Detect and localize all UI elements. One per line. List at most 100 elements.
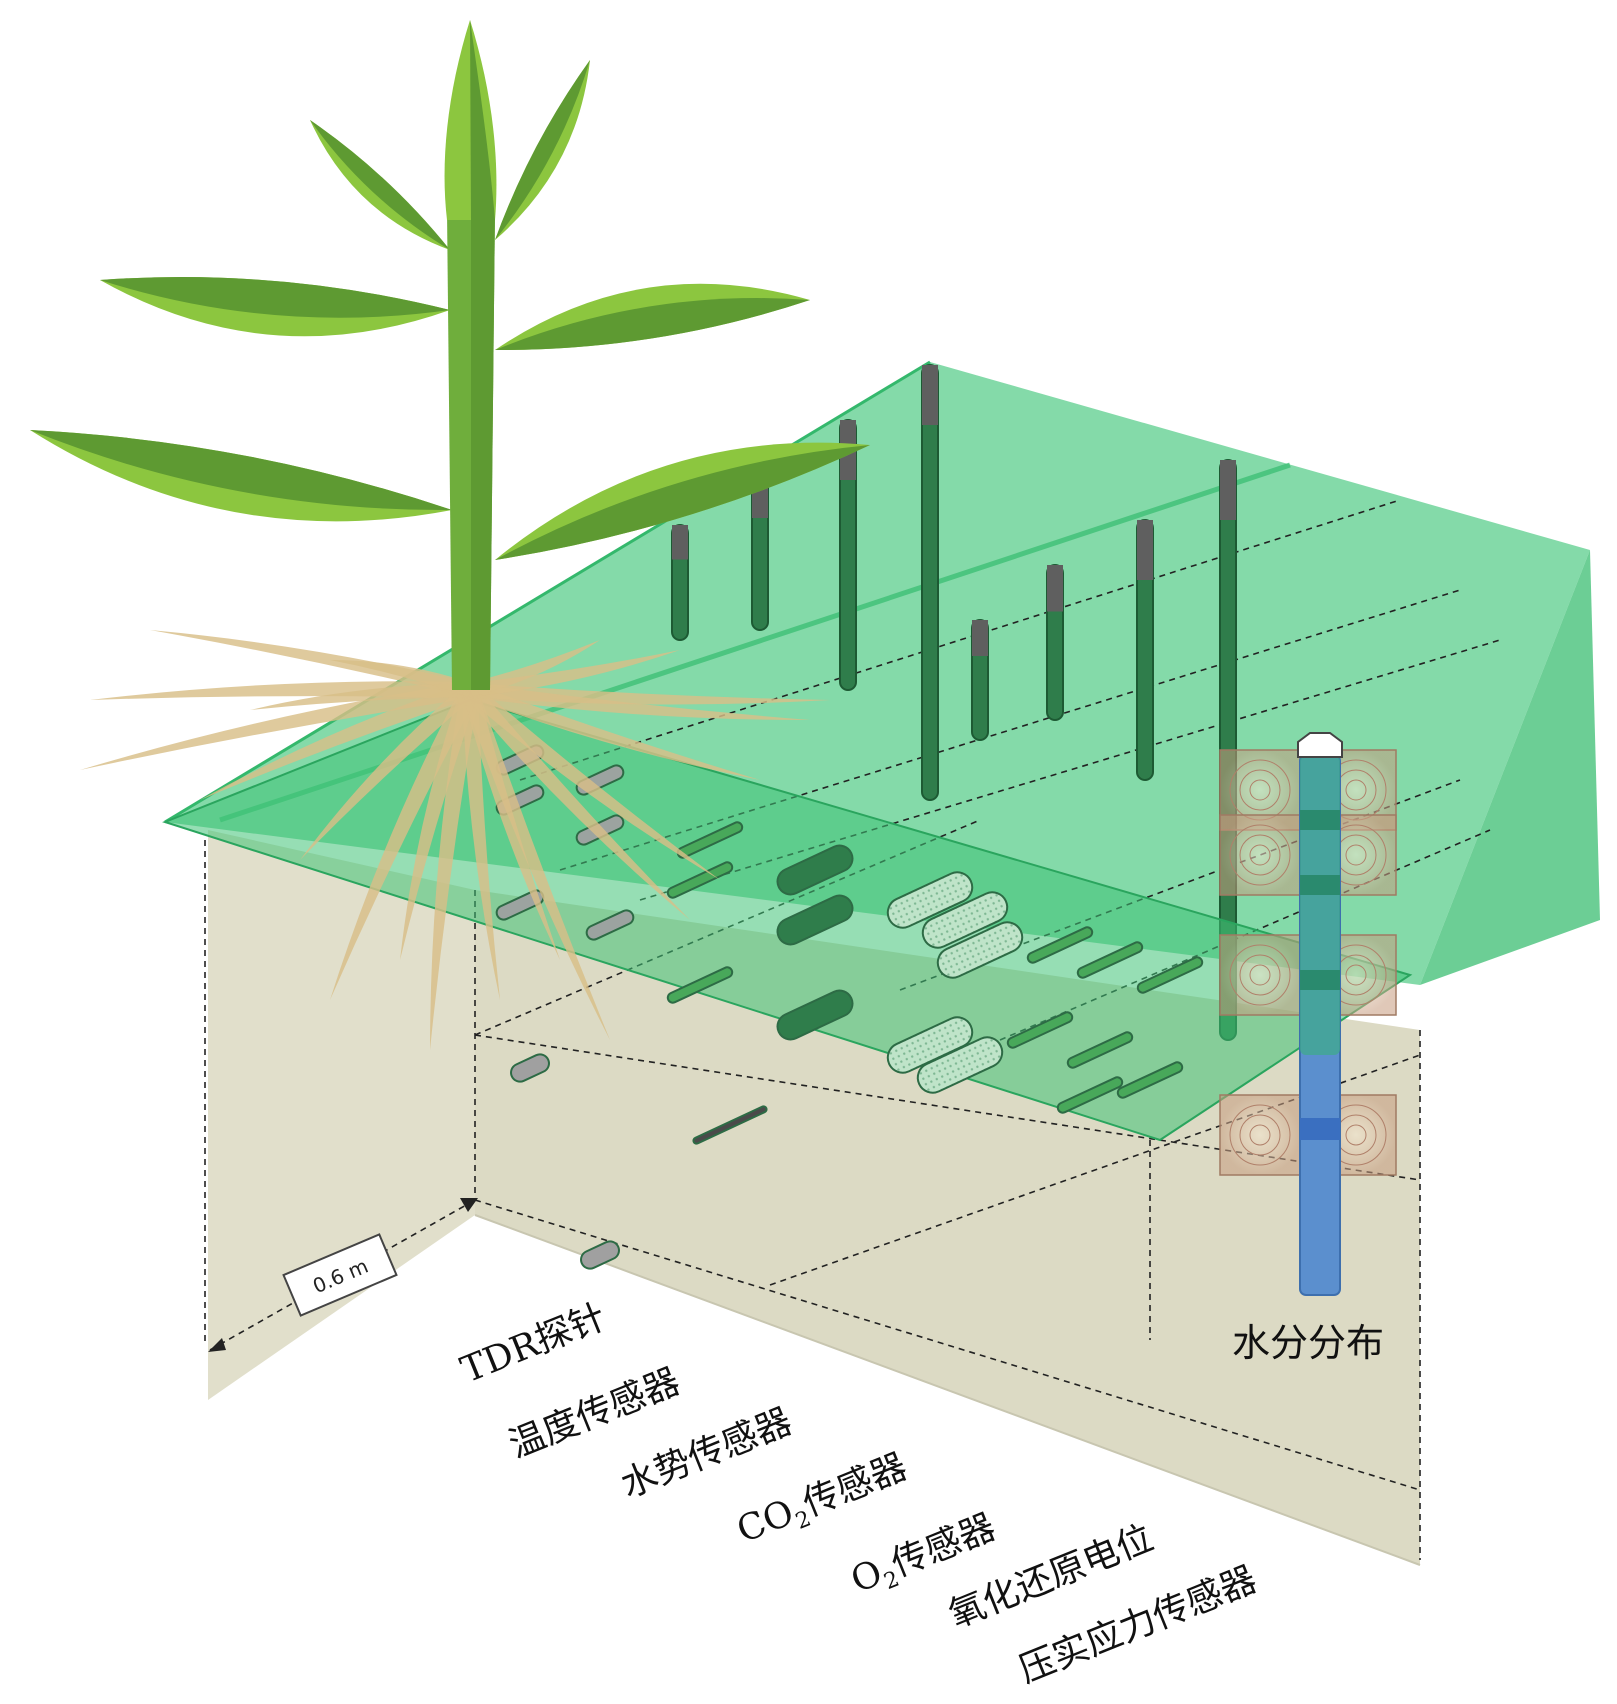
root [467,640,600,697]
redox-probe-body [676,821,744,859]
dimension-marker: 0.6 m [208,1198,478,1352]
root [464,684,690,920]
redox-probe [1026,926,1094,964]
co2-sensor-body [776,844,854,896]
moisture-ring [1345,964,1367,986]
root [465,683,720,880]
redox-probe-body [1066,1031,1134,1069]
o2-sensor [916,1036,1004,1094]
redox-probe [666,966,734,1004]
root [469,683,830,705]
moisture-ring [1239,1114,1281,1156]
root [468,650,680,697]
temperature-probe [510,1053,550,1083]
leaf-shade [495,298,810,351]
redox-probe [1076,941,1144,979]
moisture-ring [1249,844,1271,866]
o2-sensor [921,891,1009,949]
moisture-ring [1345,1124,1367,1146]
leaf-shade [100,277,450,318]
co2-sensor [776,989,854,1041]
plant-roots [80,630,830,1050]
co2-sensor [776,844,854,896]
temperature-probe-body [580,1240,620,1270]
moisture-ring [1229,944,1291,1006]
leaf-shade [495,60,590,240]
moisture-column [1219,732,1397,1296]
moisture-ring [1239,954,1281,996]
temperature-probe-body [510,1053,550,1083]
redox-probe-body [1056,1076,1124,1114]
plant-leaves [30,60,870,560]
co2-sensor-body [776,894,854,946]
co2-sensor-body [776,989,854,1041]
o2-sensor [936,921,1024,979]
leaf-shade [495,445,870,560]
root [80,682,472,770]
guide-line [639,639,1501,901]
dimension-line [209,1199,476,1351]
vertical-probe-cap [1137,520,1153,580]
water-potential-probe-body [692,1105,768,1145]
redox-probe [666,861,734,899]
horizontal-sensors [495,744,1204,1270]
plant-stem-shade [471,210,495,690]
moisture-ring [1239,769,1281,811]
redox-probe-body [666,861,734,899]
redox-probe-body [1026,926,1094,964]
root [300,684,476,860]
guide-line [474,819,981,1036]
root [469,683,810,721]
moisture-ring [1239,834,1281,876]
redox-probe-body [1116,1061,1184,1099]
o2-sensor-body [921,891,1009,949]
vertical-probe-cap [1047,565,1063,612]
root [330,659,472,697]
o2-sensor-body [936,921,1024,979]
vertical-probe-cap [922,365,938,425]
moisture-tube-upper [1300,755,1340,1055]
vertical-probe [921,364,939,801]
root [200,682,474,800]
moisture-ring [1229,1104,1291,1166]
dimension-label-box [282,1233,398,1317]
water-potential-probe [692,1105,768,1145]
moisture-ring-tile [1219,814,1301,896]
moisture-ring [1229,824,1291,886]
leaf-shade [310,120,450,250]
tdr-probe [585,909,635,941]
temperature-probe [580,1240,620,1270]
o2-sensor [886,871,974,929]
plant-top-leaf-shade [470,20,495,220]
moisture-ring [1249,964,1271,986]
moisture-band [1300,1118,1340,1140]
root [250,683,471,710]
tdr-probe-body [585,909,635,941]
moisture-band [1300,810,1340,830]
redox-probe [1066,1031,1134,1069]
moisture-tube-cap [1297,732,1343,758]
redox-probe [1136,956,1204,994]
soil-front-face [208,830,475,1400]
vertical-probe-cap [1220,460,1236,520]
moisture-ring [1345,844,1367,866]
vertical-probe-cap [672,525,688,560]
plant [30,20,870,690]
co2-sensor [776,894,854,946]
redox-probe-body [1136,956,1204,994]
soil-edge [474,1214,1421,1566]
moisture-ring-tile [1219,934,1301,1016]
moisture-ring [1345,779,1367,801]
slab-right-face [1420,550,1600,985]
moisture-band [1300,970,1340,990]
redox-probe [676,821,744,859]
dimension-arrow-left [208,1338,226,1352]
moisture-ring-tile [1219,1094,1301,1176]
root [462,689,500,1000]
vertical-probes [671,364,1237,1041]
redox-probe [1116,1061,1184,1099]
slab-front-edge [164,360,931,824]
moisture-ring [1249,1124,1271,1146]
